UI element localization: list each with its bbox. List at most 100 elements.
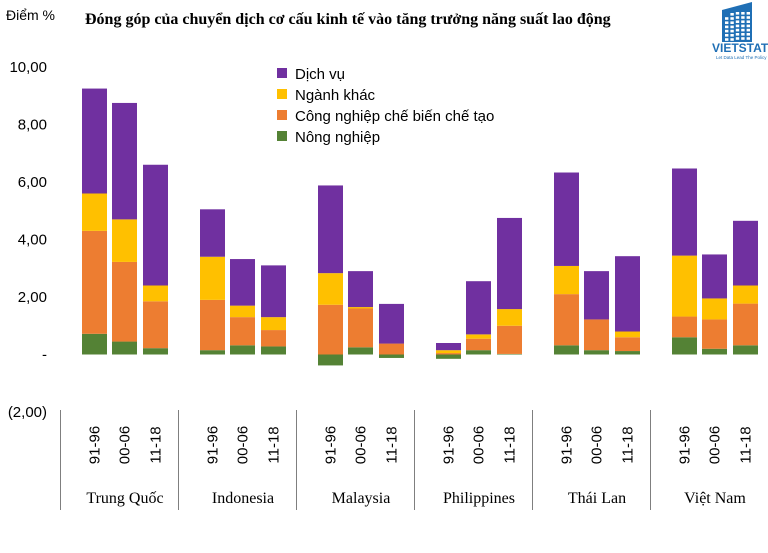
- logo-window: [730, 21, 734, 24]
- period-label: 91-96: [677, 426, 694, 464]
- bar-segment: [348, 307, 373, 309]
- legend-swatch: [277, 68, 287, 78]
- bar-segment: [615, 256, 640, 332]
- bar-segment: [348, 308, 373, 348]
- period-label: 11-18: [620, 426, 637, 463]
- bar-segment: [112, 102, 137, 220]
- bar-segment: [82, 88, 107, 194]
- y-tick-label: -: [42, 347, 47, 364]
- bar-segment: [584, 319, 609, 351]
- bar-segment: [230, 317, 255, 346]
- bar-segment: [672, 316, 697, 338]
- period-label: 91-96: [559, 426, 576, 464]
- y-tick-label: 10,00: [9, 59, 47, 76]
- logo-window: [746, 28, 750, 32]
- logo-window: [730, 29, 734, 33]
- period-label: 00-06: [707, 426, 724, 464]
- bar-segment: [318, 273, 343, 305]
- legend: Dịch vụ Ngành khác Công nghiệp chế biến ch…: [277, 66, 494, 146]
- logo-window: [735, 20, 740, 23]
- logo-window: [746, 33, 750, 36]
- bar-segment: [143, 301, 168, 349]
- y-tick-label: (2,00): [8, 404, 47, 421]
- period-label: 11-18: [148, 426, 165, 463]
- logo-window: [725, 38, 729, 41]
- logo-window: [735, 37, 740, 40]
- logo-window: [725, 17, 729, 20]
- logo-window: [725, 25, 729, 29]
- bar-segment: [466, 350, 491, 355]
- bar-segment: [200, 350, 225, 355]
- bar-segment: [143, 348, 168, 355]
- logo-window: [735, 24, 740, 28]
- legend-label: Ngành khác: [295, 87, 376, 104]
- logo-window: [741, 16, 745, 19]
- logo-tagline: Let Data Lead The Policy: [716, 55, 767, 60]
- bar-segment: [584, 271, 609, 320]
- y-tick-label: 8,00: [18, 117, 47, 134]
- logo-window: [735, 28, 740, 32]
- bar-segment: [733, 303, 758, 346]
- bar-segment: [466, 281, 491, 335]
- period-label: 11-18: [266, 426, 283, 463]
- bar-segment: [200, 299, 225, 351]
- bar-segment: [261, 346, 286, 355]
- bar-segment: [672, 168, 697, 256]
- legend-label: Công nghiệp chế biến chế tạo: [295, 108, 494, 125]
- bar-segment: [112, 219, 137, 262]
- legend-swatch: [277, 131, 287, 141]
- legend-label: Dịch vụ: [295, 66, 345, 83]
- bar-segment: [615, 337, 640, 352]
- logo-window: [735, 16, 740, 19]
- y-tick-label: 6,00: [18, 174, 47, 191]
- bar-segment: [143, 164, 168, 286]
- bar-segment: [261, 317, 286, 331]
- bar-segment: [615, 331, 640, 338]
- bar-segment: [318, 304, 343, 355]
- bar-segment: [497, 309, 522, 326]
- bar-segment: [230, 345, 255, 355]
- country-label: Thái Lan: [568, 490, 626, 507]
- bar-segment: [112, 341, 137, 355]
- bar-segment: [497, 217, 522, 310]
- bar-segment: [554, 172, 579, 266]
- vietstats-logo: VIETSTATS Let Data Lead The Policy: [712, 2, 768, 60]
- period-label: 91-96: [323, 426, 340, 464]
- y-axis: (2,00) - 2,00 4,00 6,00 8,00 10,00: [8, 59, 47, 421]
- country-label: Indonesia: [212, 490, 274, 507]
- logo-window: [735, 12, 740, 15]
- bar-segment: [497, 353, 522, 355]
- bar-segment: [200, 256, 225, 300]
- logo-window: [725, 29, 729, 33]
- bar-segment: [379, 303, 404, 344]
- logo-window: [730, 25, 734, 29]
- bar-segment: [702, 254, 727, 299]
- logo-name: VIETSTATS: [712, 41, 768, 55]
- logo-window: [730, 38, 734, 41]
- bar-segment: [82, 333, 107, 355]
- bar-segment: [733, 285, 758, 304]
- period-label: 11-18: [502, 426, 519, 463]
- logo-window: [741, 28, 745, 32]
- logo-window: [730, 34, 734, 37]
- period-label: 91-96: [87, 426, 104, 464]
- logo-window: [741, 20, 745, 23]
- bar-segment: [82, 230, 107, 334]
- bar-segment: [702, 319, 727, 349]
- period-label: 00-06: [471, 426, 488, 464]
- country-label: Việt Nam: [684, 490, 746, 507]
- bar-segment: [379, 343, 404, 355]
- period-label: 00-06: [353, 426, 370, 464]
- bar-segment: [230, 305, 255, 318]
- bar-segment: [466, 338, 491, 351]
- bar-segment: [466, 334, 491, 339]
- logo-window: [746, 20, 750, 23]
- bar-segment: [82, 193, 107, 231]
- bar-segment: [733, 345, 758, 355]
- logo-window: [746, 24, 750, 28]
- logo-window: [741, 37, 745, 40]
- bar-segment: [261, 330, 286, 347]
- bar-segment: [348, 271, 373, 308]
- period-label: 91-96: [441, 426, 458, 464]
- bar-segment: [379, 354, 404, 358]
